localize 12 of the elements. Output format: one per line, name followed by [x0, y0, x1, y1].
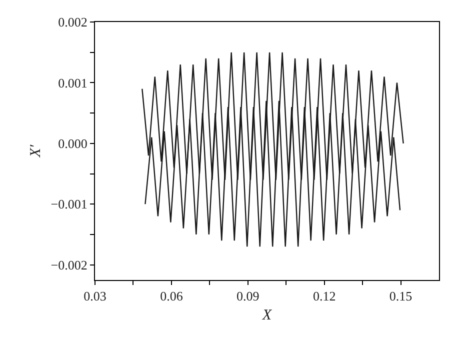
y-tick-label: 0.002: [58, 14, 88, 30]
x-tick-label: 0.06: [160, 288, 184, 304]
y-tick-label: −0.001: [50, 196, 88, 212]
y-axis-title: X′: [28, 144, 44, 158]
x-tick-label: 0.03: [84, 288, 106, 304]
x-tick-label: 0.09: [236, 288, 260, 304]
x-tick-label: 0.12: [312, 288, 336, 304]
x-axis-title: X: [261, 308, 272, 324]
y-tick-label: 0.000: [58, 136, 88, 151]
x-tick-label: 0.15: [389, 288, 412, 304]
y-tick-label: 0.001: [58, 75, 88, 90]
y-tick-label: −0.002: [50, 257, 88, 272]
